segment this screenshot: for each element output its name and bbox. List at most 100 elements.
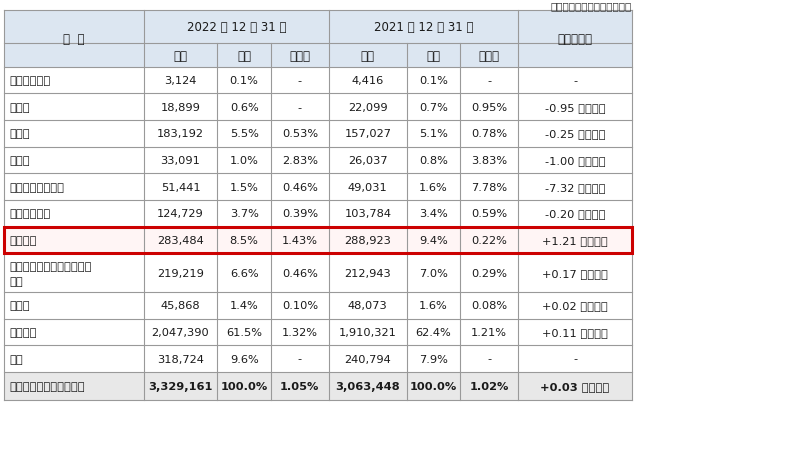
Text: 1.4%: 1.4% bbox=[230, 300, 258, 311]
Text: 5.5%: 5.5% bbox=[230, 129, 258, 139]
Text: 3,329,161: 3,329,161 bbox=[148, 381, 213, 391]
Text: 2022 年 12 月 31 日: 2022 年 12 月 31 日 bbox=[187, 21, 286, 34]
Text: 2.83%: 2.83% bbox=[282, 156, 318, 166]
Text: 0.46%: 0.46% bbox=[282, 182, 318, 193]
Text: 其他: 其他 bbox=[9, 354, 24, 364]
Text: 房地产业: 房地产业 bbox=[9, 235, 37, 246]
Text: 8.5%: 8.5% bbox=[230, 235, 258, 246]
Text: 45,868: 45,868 bbox=[161, 300, 200, 311]
Text: 1.02%: 1.02% bbox=[469, 381, 509, 391]
Text: 不良率增减: 不良率增减 bbox=[557, 33, 593, 46]
Text: 0.08%: 0.08% bbox=[471, 300, 507, 311]
Text: 0.7%: 0.7% bbox=[419, 102, 447, 113]
Bar bbox=[4, 11, 632, 68]
Text: 0.59%: 0.59% bbox=[471, 209, 507, 219]
Text: 0.22%: 0.22% bbox=[471, 235, 507, 246]
Text: （货币单位：人民币百万元）: （货币单位：人民币百万元） bbox=[550, 1, 632, 11]
Text: 1.6%: 1.6% bbox=[419, 182, 447, 193]
Text: 3.7%: 3.7% bbox=[230, 209, 258, 219]
Text: 219,219: 219,219 bbox=[157, 268, 204, 278]
Text: -: - bbox=[487, 76, 491, 86]
Text: 3.4%: 3.4% bbox=[419, 209, 447, 219]
Text: 占比: 占比 bbox=[237, 50, 251, 62]
Text: 建筑业: 建筑业 bbox=[9, 300, 30, 311]
Text: 62.4%: 62.4% bbox=[415, 327, 451, 337]
Text: 26,037: 26,037 bbox=[348, 156, 388, 166]
Text: 48,073: 48,073 bbox=[348, 300, 388, 311]
Text: +0.17 个百分点: +0.17 个百分点 bbox=[542, 268, 608, 278]
Text: 33,091: 33,091 bbox=[161, 156, 200, 166]
Text: 批发和零售业: 批发和零售业 bbox=[9, 209, 51, 219]
Text: 能源业: 能源业 bbox=[9, 156, 30, 166]
Text: +0.11 个百分点: +0.11 个百分点 bbox=[542, 327, 608, 337]
Text: 生业: 生业 bbox=[9, 276, 24, 286]
Text: 1.0%: 1.0% bbox=[230, 156, 258, 166]
Text: 采矿业: 采矿业 bbox=[9, 102, 30, 113]
Text: 212,943: 212,943 bbox=[345, 268, 391, 278]
Text: -0.25 个百分点: -0.25 个百分点 bbox=[545, 129, 605, 139]
Text: 不良率: 不良率 bbox=[479, 50, 499, 62]
Text: 个人贷款: 个人贷款 bbox=[9, 327, 37, 337]
Text: 1.5%: 1.5% bbox=[230, 182, 258, 193]
Text: -1.00 个百分点: -1.00 个百分点 bbox=[545, 156, 605, 166]
Text: 100.0%: 100.0% bbox=[221, 381, 268, 391]
Text: 3.83%: 3.83% bbox=[471, 156, 507, 166]
Text: 49,031: 49,031 bbox=[348, 182, 388, 193]
Text: 22,099: 22,099 bbox=[348, 102, 388, 113]
Text: -: - bbox=[298, 102, 302, 113]
Text: 余额: 余额 bbox=[361, 50, 374, 62]
Text: 2021 年 12 月 31 日: 2021 年 12 月 31 日 bbox=[374, 21, 473, 34]
Text: 0.6%: 0.6% bbox=[230, 102, 258, 113]
Text: 18,899: 18,899 bbox=[161, 102, 200, 113]
Text: +0.02 个百分点: +0.02 个百分点 bbox=[542, 300, 608, 311]
Text: -: - bbox=[298, 76, 302, 86]
Bar bbox=[4, 227, 632, 254]
Bar bbox=[4, 372, 632, 400]
Text: 183,192: 183,192 bbox=[157, 129, 204, 139]
Text: 社会服务、科技、文化、卫: 社会服务、科技、文化、卫 bbox=[9, 261, 92, 271]
Text: 1,910,321: 1,910,321 bbox=[339, 327, 396, 337]
Text: +0.03 个百分点: +0.03 个百分点 bbox=[540, 381, 610, 391]
Text: 项  目: 项 目 bbox=[63, 33, 85, 46]
Text: 0.53%: 0.53% bbox=[282, 129, 318, 139]
Text: 6.6%: 6.6% bbox=[230, 268, 258, 278]
Text: 制造业: 制造业 bbox=[9, 129, 30, 139]
Text: 157,027: 157,027 bbox=[345, 129, 391, 139]
Text: -: - bbox=[573, 354, 577, 364]
Text: 1.32%: 1.32% bbox=[282, 327, 318, 337]
Text: -: - bbox=[573, 76, 577, 86]
Text: 0.29%: 0.29% bbox=[471, 268, 507, 278]
Text: 0.8%: 0.8% bbox=[419, 156, 447, 166]
Text: 9.4%: 9.4% bbox=[419, 235, 447, 246]
Bar bbox=[4, 227, 632, 254]
Text: -: - bbox=[298, 354, 302, 364]
Text: 不良率: 不良率 bbox=[290, 50, 310, 62]
Text: 9.6%: 9.6% bbox=[230, 354, 258, 364]
Text: 0.10%: 0.10% bbox=[282, 300, 318, 311]
Text: 240,794: 240,794 bbox=[345, 354, 391, 364]
Text: 7.9%: 7.9% bbox=[419, 354, 447, 364]
Text: 1.21%: 1.21% bbox=[471, 327, 507, 337]
Text: 0.1%: 0.1% bbox=[230, 76, 258, 86]
Text: 3,124: 3,124 bbox=[164, 76, 197, 86]
Text: 农牧业、渔业: 农牧业、渔业 bbox=[9, 76, 51, 86]
Text: 1.43%: 1.43% bbox=[282, 235, 318, 246]
Text: 103,784: 103,784 bbox=[345, 209, 391, 219]
Text: 318,724: 318,724 bbox=[157, 354, 204, 364]
Text: 124,729: 124,729 bbox=[157, 209, 204, 219]
Text: 1.05%: 1.05% bbox=[280, 381, 319, 391]
Text: -: - bbox=[487, 354, 491, 364]
Text: 7.0%: 7.0% bbox=[419, 268, 447, 278]
Text: -0.20 个百分点: -0.20 个百分点 bbox=[545, 209, 605, 219]
Text: 3,063,448: 3,063,448 bbox=[335, 381, 400, 391]
Text: 0.1%: 0.1% bbox=[419, 76, 447, 86]
Text: 0.39%: 0.39% bbox=[282, 209, 318, 219]
Text: 100.0%: 100.0% bbox=[410, 381, 457, 391]
Text: -0.95 个百分点: -0.95 个百分点 bbox=[545, 102, 605, 113]
Text: 283,484: 283,484 bbox=[157, 235, 204, 246]
Text: 4,416: 4,416 bbox=[352, 76, 384, 86]
Text: 5.1%: 5.1% bbox=[419, 129, 447, 139]
Text: 1.6%: 1.6% bbox=[419, 300, 447, 311]
Text: -7.32 个百分点: -7.32 个百分点 bbox=[545, 182, 605, 193]
Text: 余额: 余额 bbox=[173, 50, 188, 62]
